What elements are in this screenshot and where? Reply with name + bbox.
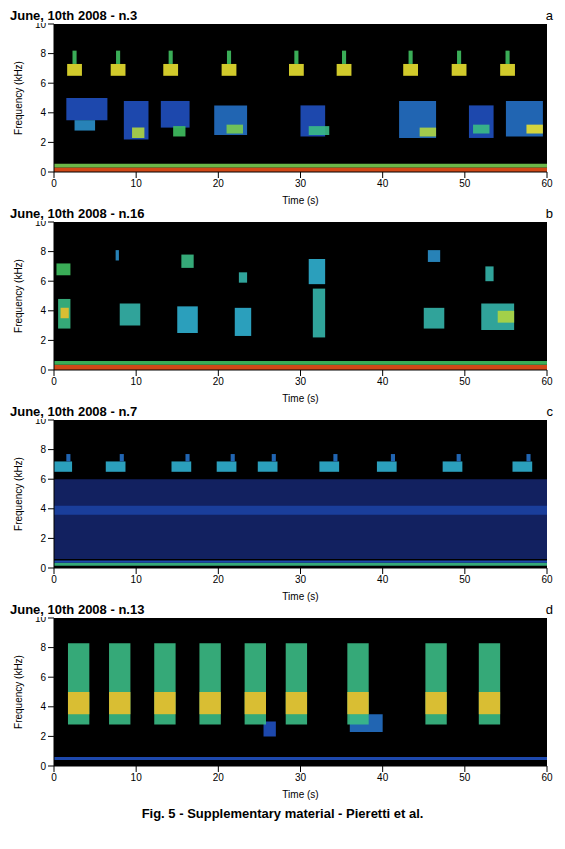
svg-text:50: 50 <box>459 574 471 585</box>
svg-text:Time (s): Time (s) <box>282 195 318 206</box>
svg-text:50: 50 <box>459 178 471 189</box>
svg-text:4: 4 <box>40 503 46 514</box>
svg-text:10: 10 <box>35 415 47 426</box>
svg-text:10: 10 <box>131 376 143 387</box>
svg-text:0: 0 <box>40 563 46 574</box>
svg-text:40: 40 <box>377 574 389 585</box>
svg-text:60: 60 <box>541 772 553 783</box>
svg-text:30: 30 <box>295 574 307 585</box>
svg-text:6: 6 <box>40 78 46 89</box>
svg-text:10: 10 <box>131 178 143 189</box>
svg-text:2: 2 <box>40 533 46 544</box>
svg-text:Frequency (kHz): Frequency (kHz) <box>13 259 24 333</box>
svg-text:8: 8 <box>40 246 46 257</box>
svg-text:8: 8 <box>40 444 46 455</box>
svg-text:2: 2 <box>40 137 46 148</box>
svg-text:30: 30 <box>295 178 307 189</box>
svg-text:4: 4 <box>40 107 46 118</box>
svg-text:10: 10 <box>35 19 47 30</box>
svg-text:60: 60 <box>541 574 553 585</box>
svg-text:40: 40 <box>377 376 389 387</box>
svg-text:0: 0 <box>51 574 57 585</box>
svg-text:20: 20 <box>213 178 225 189</box>
svg-text:6: 6 <box>40 276 46 287</box>
svg-text:0: 0 <box>51 376 57 387</box>
svg-text:50: 50 <box>459 772 471 783</box>
svg-text:8: 8 <box>40 642 46 653</box>
svg-text:0: 0 <box>40 365 46 376</box>
svg-text:0: 0 <box>40 167 46 178</box>
svg-text:0: 0 <box>51 178 57 189</box>
svg-text:6: 6 <box>40 474 46 485</box>
svg-text:40: 40 <box>377 178 389 189</box>
svg-text:10: 10 <box>35 613 47 624</box>
svg-text:10: 10 <box>35 217 47 228</box>
svg-text:6: 6 <box>40 672 46 683</box>
svg-text:60: 60 <box>541 178 553 189</box>
svg-text:20: 20 <box>213 772 225 783</box>
svg-text:4: 4 <box>40 305 46 316</box>
svg-text:20: 20 <box>213 376 225 387</box>
svg-text:2: 2 <box>40 731 46 742</box>
svg-text:20: 20 <box>213 574 225 585</box>
svg-text:8: 8 <box>40 48 46 59</box>
svg-text:Time (s): Time (s) <box>282 789 318 800</box>
svg-text:4: 4 <box>40 701 46 712</box>
svg-text:Frequency (kHz): Frequency (kHz) <box>13 655 24 729</box>
svg-text:0: 0 <box>40 761 46 772</box>
svg-text:30: 30 <box>295 376 307 387</box>
svg-text:0: 0 <box>51 772 57 783</box>
svg-text:50: 50 <box>459 376 471 387</box>
svg-text:10: 10 <box>131 772 143 783</box>
svg-text:2: 2 <box>40 335 46 346</box>
svg-text:Time (s): Time (s) <box>282 393 318 404</box>
svg-text:30: 30 <box>295 772 307 783</box>
svg-text:Frequency (kHz): Frequency (kHz) <box>13 457 24 531</box>
svg-text:Frequency (kHz): Frequency (kHz) <box>13 61 24 135</box>
svg-text:60: 60 <box>541 376 553 387</box>
svg-text:40: 40 <box>377 772 389 783</box>
svg-text:Time (s): Time (s) <box>282 591 318 602</box>
svg-text:10: 10 <box>131 574 143 585</box>
